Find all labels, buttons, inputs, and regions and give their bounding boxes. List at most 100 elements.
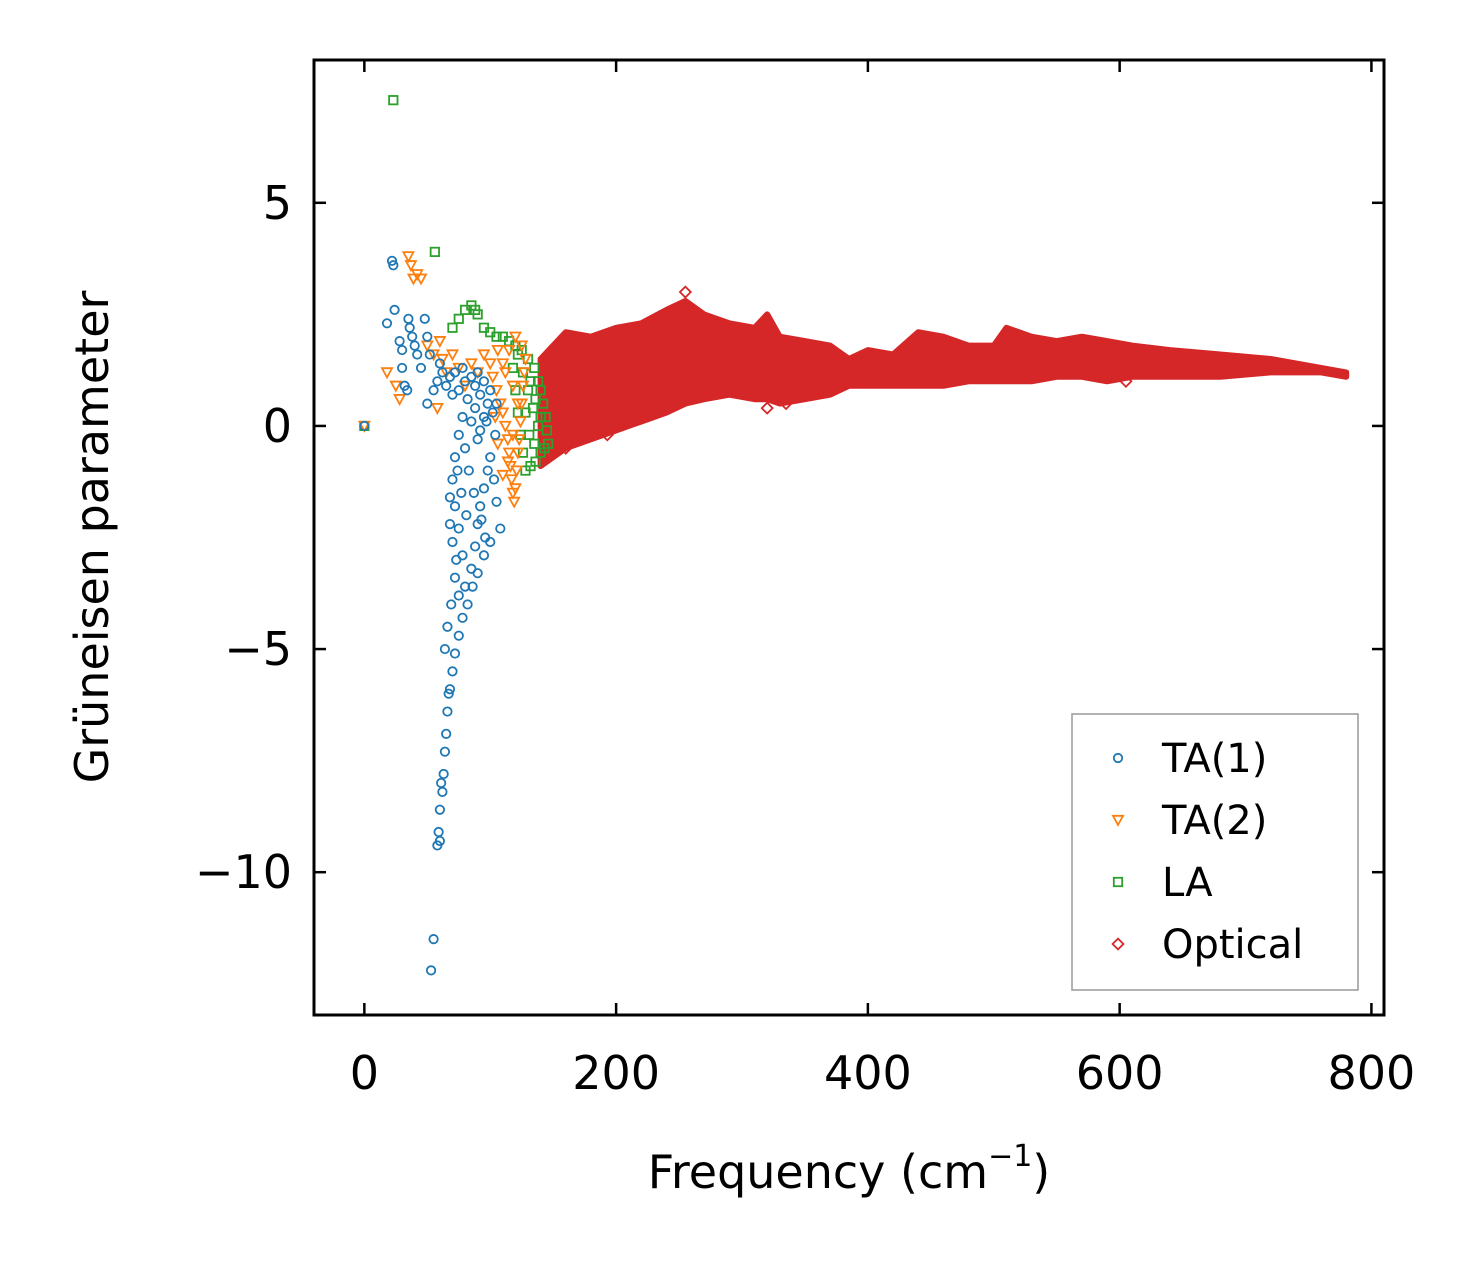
- la-point: [491, 331, 502, 342]
- ta-2-point: [506, 380, 520, 393]
- ta-1-point: [444, 492, 456, 503]
- ta-1-point: [439, 643, 451, 655]
- ta-2-point: [501, 434, 515, 447]
- la-point: [529, 438, 540, 449]
- y-tick-label: −5: [224, 622, 292, 676]
- ta-1-point: [449, 452, 461, 463]
- optical-point: [559, 441, 573, 455]
- la-point: [429, 246, 440, 257]
- ta-1-point: [446, 599, 457, 610]
- x-axis-label: Frequency (cm−1): [648, 1139, 1051, 1199]
- ta-2-point: [511, 398, 525, 411]
- ta-1-point: [459, 443, 471, 454]
- ta-1-point: [481, 416, 492, 427]
- y-axis-label: Grüneisen parameter: [65, 290, 119, 783]
- ta-2-point: [505, 474, 519, 487]
- ta-2-point: [510, 465, 524, 478]
- ta-1-point: [472, 367, 483, 378]
- ta-1-point: [457, 550, 468, 561]
- ta-1-point: [482, 465, 493, 476]
- ta-1-point: [439, 746, 451, 757]
- ta-2-point: [508, 331, 522, 344]
- ta-1-point: [470, 541, 481, 552]
- series-optical: [537, 285, 1350, 470]
- ta-1-point: [422, 398, 433, 409]
- ta-1-point: [485, 452, 496, 463]
- ta-1-point: [457, 612, 468, 623]
- ta-1-point: [449, 572, 461, 583]
- ta-1-point: [397, 344, 408, 356]
- legend-marker-optical: [1111, 937, 1125, 951]
- ta-2-point: [406, 273, 420, 286]
- optical-point: [600, 428, 614, 442]
- ta-1-point: [462, 599, 473, 610]
- ta-1-point: [403, 313, 414, 324]
- ta-1-point: [404, 322, 415, 333]
- ta-1-point: [478, 483, 490, 494]
- legend-label-la: LA: [1162, 860, 1213, 906]
- legend-label-ta-1: TA(1): [1161, 736, 1267, 782]
- ta-2-point: [486, 371, 500, 384]
- ta-1-point: [436, 777, 447, 789]
- ta-1-point: [409, 340, 420, 351]
- ta-1-point: [482, 398, 493, 409]
- ta-2-point: [507, 496, 521, 509]
- ta-1-point: [422, 331, 433, 342]
- ta-1-point: [425, 965, 437, 976]
- plot-area: [357, 95, 1350, 976]
- ta-1-point: [434, 835, 445, 847]
- ta-1-point: [438, 768, 449, 780]
- ta-1-point: [386, 255, 398, 266]
- ta-1-point: [424, 349, 435, 360]
- ta-1-point: [487, 407, 498, 418]
- ta-2-point: [517, 367, 531, 380]
- ta-2-point: [498, 367, 512, 380]
- ta-2-point: [427, 349, 441, 362]
- ta-2-point: [513, 416, 527, 429]
- ta-2-point: [501, 456, 515, 469]
- ta-1-point: [433, 826, 444, 838]
- legend: TA(1) TA(2) LA Optical: [1071, 713, 1359, 991]
- la-point: [529, 362, 540, 374]
- ta-1-point: [381, 318, 393, 329]
- ta-2-point: [491, 344, 505, 357]
- ta-2-point: [414, 273, 428, 286]
- ta-1-point: [428, 385, 439, 396]
- legend-label-ta-2: TA(2): [1161, 798, 1267, 844]
- ta-1-point: [475, 425, 486, 436]
- optical-point: [760, 401, 774, 415]
- ta-2-point: [401, 251, 415, 264]
- ta-1-point: [472, 568, 483, 579]
- optical-point: [1119, 374, 1133, 388]
- ta-1-point: [389, 304, 400, 316]
- ta-1-point: [444, 519, 456, 530]
- ta-1-point: [441, 728, 452, 739]
- ta-2-point: [458, 380, 472, 393]
- ta-1-point: [394, 336, 405, 347]
- ta-1-point: [419, 313, 430, 324]
- ta-2-point: [506, 429, 520, 442]
- ta-2-point: [512, 434, 526, 447]
- ta-1-point: [449, 501, 461, 512]
- ta-1-point: [397, 362, 408, 374]
- ta-2-point: [380, 367, 394, 380]
- ta-1-point: [491, 496, 502, 507]
- la-point: [388, 95, 399, 106]
- legend-marker-ta-2: [1111, 814, 1125, 827]
- ta-1-point: [468, 487, 479, 498]
- ta-1-point: [457, 411, 468, 423]
- ta-1-point: [457, 362, 468, 374]
- ta-1-point: [441, 380, 452, 391]
- ta-1-point: [467, 581, 478, 592]
- ta-1-point: [475, 389, 486, 400]
- ta-2-point: [515, 340, 529, 353]
- la-point: [530, 394, 541, 405]
- ta-1-point: [462, 394, 473, 405]
- ta-2-point: [502, 447, 516, 460]
- ta-2-point: [502, 344, 516, 357]
- ta-1-point: [447, 536, 458, 548]
- x-tick-label: 200: [572, 1046, 660, 1100]
- ta-2-point: [477, 349, 491, 362]
- ta-2-point: [516, 380, 530, 393]
